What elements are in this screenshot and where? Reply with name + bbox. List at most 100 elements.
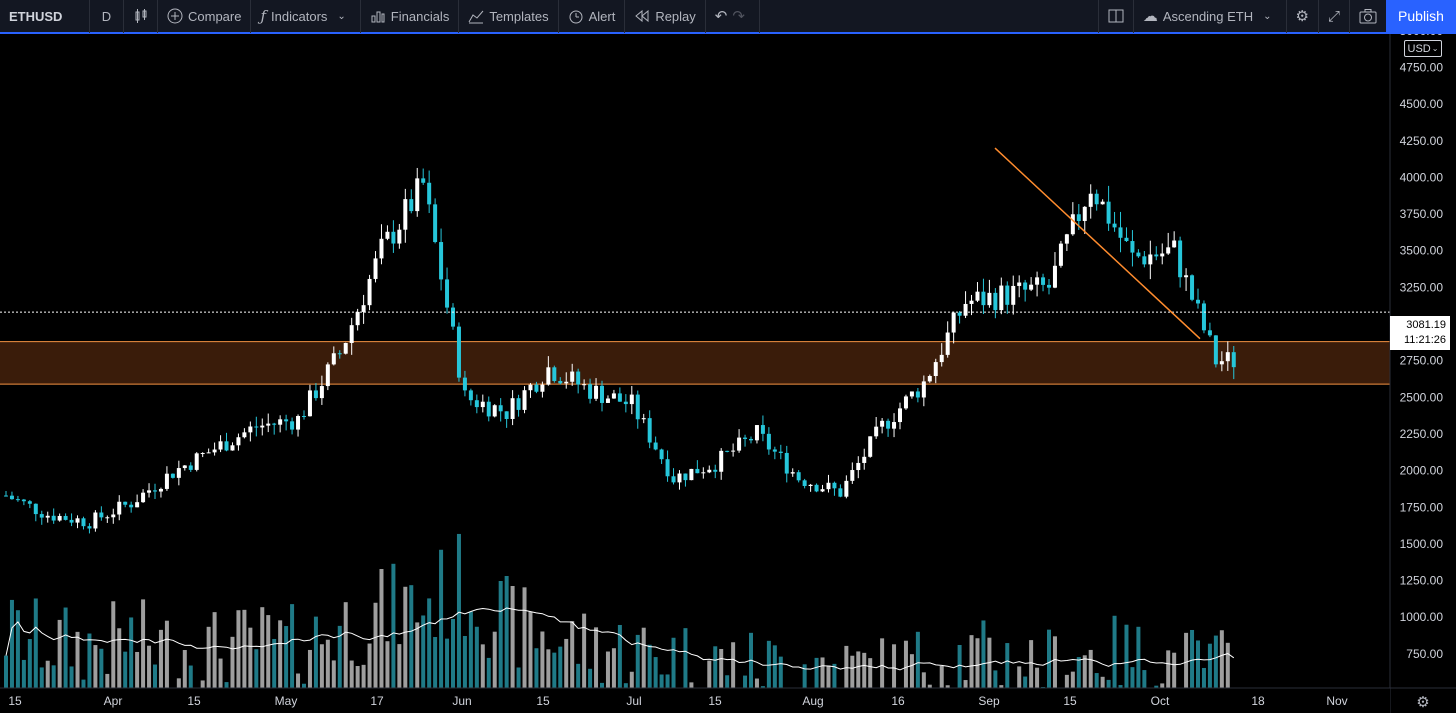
interval-button[interactable]: D bbox=[90, 0, 124, 33]
price-tick-label: 4750.00 bbox=[1400, 60, 1444, 74]
layout-toggle-button[interactable] bbox=[1097, 0, 1134, 33]
candle-body bbox=[933, 362, 938, 376]
candle-body bbox=[743, 437, 748, 439]
volume-bar bbox=[1064, 674, 1069, 688]
symbol-search[interactable]: ETHUSD bbox=[0, 0, 90, 33]
candle-body bbox=[760, 425, 765, 434]
volume-bar bbox=[558, 646, 563, 688]
volume-bar bbox=[81, 679, 86, 688]
candle-body bbox=[397, 229, 402, 244]
time-tick-label: 18 bbox=[1251, 694, 1265, 708]
time-axis-background bbox=[0, 688, 1390, 713]
candle-body bbox=[1106, 201, 1111, 224]
volume-bar bbox=[1207, 643, 1212, 688]
volume-bar bbox=[15, 610, 20, 688]
candle-body bbox=[832, 482, 837, 489]
candle-body bbox=[439, 242, 444, 280]
candle-body bbox=[939, 354, 944, 363]
candle-body bbox=[135, 502, 140, 508]
compare-button[interactable]: Compare bbox=[158, 0, 252, 33]
gear-icon: ⚙ bbox=[1416, 693, 1430, 711]
candle-body bbox=[224, 441, 229, 451]
price-tick-label: 1000.00 bbox=[1400, 610, 1444, 624]
volume-bar bbox=[1100, 676, 1105, 688]
volume-bar bbox=[433, 637, 438, 688]
volume-bar bbox=[832, 663, 837, 688]
candle-body bbox=[373, 258, 378, 279]
candle-body bbox=[1184, 275, 1189, 278]
layout-name-button[interactable]: ☁ Ascending ETH ⌄ bbox=[1134, 0, 1287, 33]
candle-body bbox=[75, 518, 80, 523]
volume-bar bbox=[1124, 624, 1129, 688]
undo-icon[interactable]: ↶ bbox=[714, 8, 728, 25]
candle-body bbox=[1196, 299, 1200, 304]
volume-bar bbox=[242, 609, 247, 688]
candle-body bbox=[147, 490, 152, 493]
candle-body bbox=[218, 441, 223, 450]
undo-redo-group: ↶ ↷ bbox=[706, 0, 760, 33]
candle-body bbox=[153, 490, 157, 492]
fullscreen-button[interactable]: ⤢ bbox=[1319, 0, 1350, 33]
candle-body bbox=[182, 465, 187, 469]
alert-button[interactable]: Alert bbox=[559, 0, 626, 33]
volume-bar bbox=[1112, 615, 1117, 688]
candle-body bbox=[1052, 265, 1057, 288]
candle-body bbox=[319, 386, 324, 399]
volume-bar bbox=[451, 618, 455, 688]
volume-bar bbox=[975, 638, 980, 688]
volume-bar bbox=[462, 636, 467, 688]
candle-body bbox=[689, 468, 694, 481]
chart-style-button[interactable] bbox=[124, 0, 158, 33]
volume-bar bbox=[1160, 683, 1165, 688]
candle-body bbox=[963, 303, 968, 316]
publish-button[interactable]: Publish bbox=[1386, 0, 1456, 32]
axis-settings-button[interactable]: ⚙ bbox=[1390, 690, 1456, 713]
plus-circle-icon bbox=[167, 8, 183, 24]
volume-bar bbox=[689, 682, 694, 688]
candle-body bbox=[81, 518, 86, 527]
price-chart[interactable]: 5000.00 4750.00 4500.00 4250.00 4000.00 3750.… bbox=[0, 34, 1456, 713]
currency-button[interactable]: USD ⌄ bbox=[1404, 40, 1442, 57]
volume-bar bbox=[540, 631, 545, 688]
volume-bar bbox=[176, 678, 181, 688]
candle-body bbox=[456, 326, 461, 378]
volume-bar bbox=[1213, 635, 1218, 688]
candle-body bbox=[1017, 282, 1022, 286]
symbol-label: ETHUSD bbox=[9, 8, 63, 24]
candle-body bbox=[516, 398, 521, 410]
candle-body bbox=[868, 436, 873, 457]
candle-body bbox=[1005, 285, 1010, 305]
volume-bar bbox=[468, 611, 473, 688]
cloud-icon: ☁ bbox=[1142, 8, 1158, 25]
redo-icon[interactable]: ↷ bbox=[732, 8, 745, 25]
volume-bar bbox=[397, 644, 402, 688]
volume-bar bbox=[641, 627, 646, 688]
volume-bar bbox=[296, 673, 301, 688]
time-tick-label: 15 bbox=[536, 694, 550, 708]
settings-button[interactable]: ⚙ bbox=[1287, 0, 1319, 33]
volume-bar bbox=[868, 658, 873, 688]
chart-area[interactable]: 5000.00 4750.00 4500.00 4250.00 4000.00 3750.… bbox=[0, 34, 1456, 713]
indicators-button[interactable]: ƒ Indicators ⌄ bbox=[251, 0, 361, 33]
templates-button[interactable]: Templates bbox=[459, 0, 559, 33]
price-tick-label: 3750.00 bbox=[1400, 207, 1444, 221]
snapshot-button[interactable] bbox=[1350, 0, 1386, 33]
financials-button[interactable]: Financials bbox=[361, 0, 460, 33]
candle-body bbox=[355, 311, 360, 326]
volume-bar bbox=[1106, 679, 1111, 688]
volume-bar bbox=[302, 683, 306, 688]
volume-bar bbox=[33, 598, 38, 688]
candle-body bbox=[57, 515, 62, 521]
volume-moving-average bbox=[5, 607, 1235, 671]
countdown-value: 11:21:26 bbox=[1403, 334, 1446, 346]
volume-bar bbox=[39, 667, 44, 688]
volume-bar bbox=[1172, 652, 1177, 688]
candle-body bbox=[975, 291, 980, 301]
volume-bar bbox=[957, 644, 962, 688]
price-axis-background bbox=[1390, 34, 1456, 713]
volume-bar bbox=[373, 602, 378, 688]
volume-bar bbox=[391, 563, 396, 688]
candle-body bbox=[1136, 252, 1141, 257]
candle-body bbox=[445, 279, 450, 308]
replay-button[interactable]: Replay bbox=[625, 0, 706, 33]
